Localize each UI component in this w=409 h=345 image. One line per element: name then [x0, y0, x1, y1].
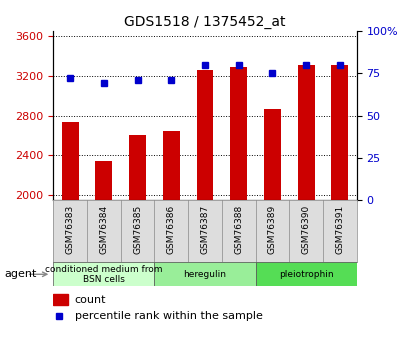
Text: percentile rank within the sample: percentile rank within the sample [74, 311, 262, 321]
Text: GSM76389: GSM76389 [267, 205, 276, 254]
Title: GDS1518 / 1375452_at: GDS1518 / 1375452_at [124, 14, 285, 29]
Bar [62, 121, 79, 200]
Text: GSM76386: GSM76386 [166, 205, 175, 254]
Text: heregulin: heregulin [183, 270, 226, 279]
Text: GSM76383: GSM76383 [65, 205, 74, 254]
Text: GSM76384: GSM76384 [99, 205, 108, 254]
Text: GSM76390: GSM76390 [301, 205, 310, 254]
Bar [162, 131, 179, 200]
Bar [297, 65, 314, 200]
Text: pleiotrophin: pleiotrophin [278, 270, 333, 279]
Text: GSM76387: GSM76387 [200, 205, 209, 254]
Bar [95, 161, 112, 200]
Text: GSM76391: GSM76391 [335, 205, 344, 254]
FancyBboxPatch shape [255, 262, 356, 286]
Bar [196, 70, 213, 200]
Bar [230, 67, 247, 200]
Bar [330, 65, 347, 200]
Text: agent: agent [4, 269, 36, 279]
Text: GSM76385: GSM76385 [133, 205, 142, 254]
Text: GSM76388: GSM76388 [234, 205, 243, 254]
Bar [53, 295, 68, 305]
Bar [263, 109, 280, 200]
Text: conditioned medium from
BSN cells: conditioned medium from BSN cells [45, 265, 162, 284]
Text: count: count [74, 295, 106, 305]
FancyBboxPatch shape [154, 262, 255, 286]
FancyBboxPatch shape [53, 262, 154, 286]
Bar [129, 136, 146, 200]
